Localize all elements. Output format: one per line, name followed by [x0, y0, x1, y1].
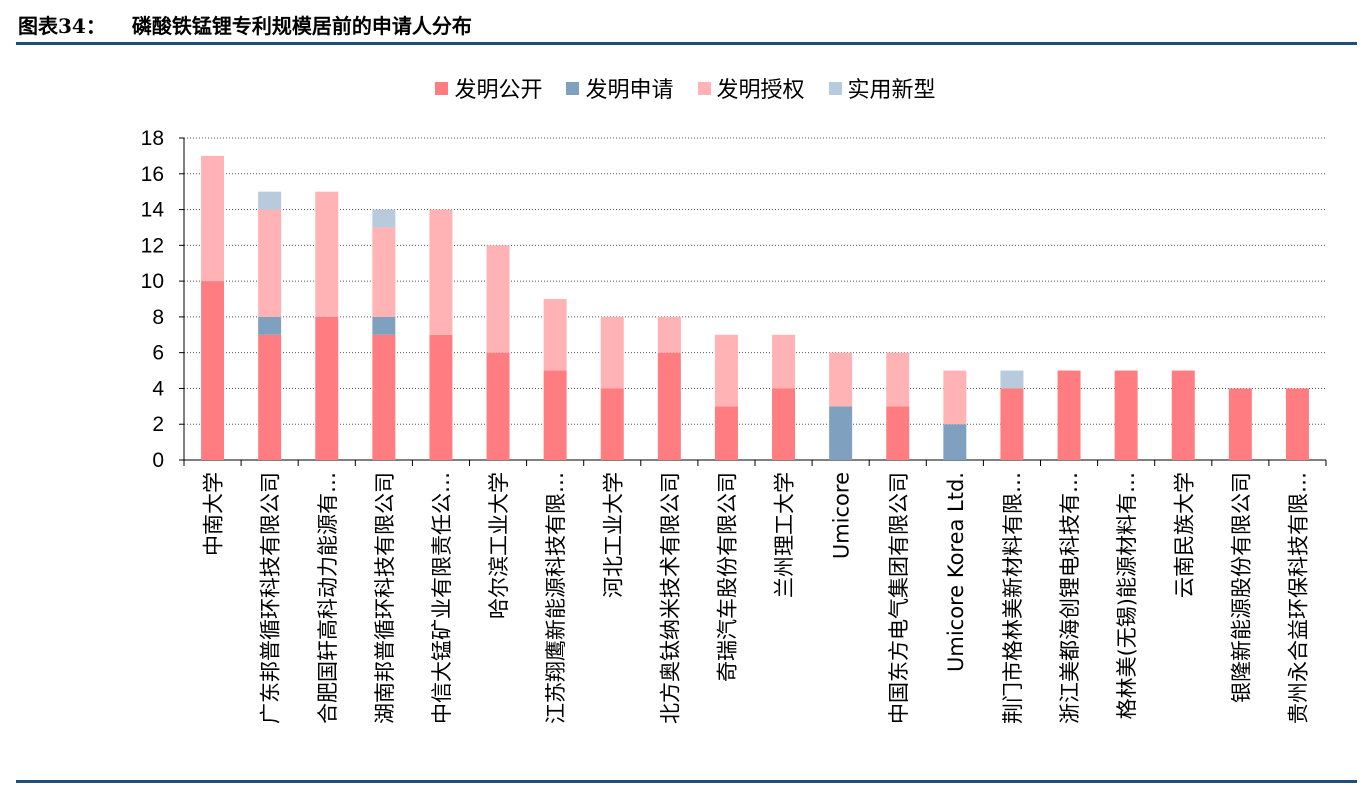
bar-segment [1000, 388, 1024, 460]
legend-swatch [566, 81, 580, 95]
legend-item: 发明申请 [566, 72, 674, 104]
y-tick-label: 12 [141, 234, 164, 257]
bar-segment [772, 334, 796, 389]
bar-segment [1285, 388, 1309, 460]
bar-segment [772, 388, 796, 460]
bar-segment [1057, 370, 1081, 460]
legend-swatch [697, 81, 711, 95]
x-tick-label: 江苏翔鹰新能源科技有限… [544, 472, 568, 724]
bar-segment [886, 352, 910, 407]
y-tick-label: 6 [152, 342, 164, 365]
x-tick-label: 荆门市格林美新材料有限… [1001, 472, 1025, 724]
x-tick-label: 奇瑞汽车股份有限公司 [715, 472, 739, 682]
legend-item: 发明授权 [697, 72, 805, 104]
bar-segment [315, 191, 339, 317]
x-tick-label: 广东邦普循环科技有限公司 [259, 472, 283, 724]
legend-item: 发明公开 [435, 72, 542, 104]
bar-segment [258, 191, 282, 210]
legend-label: 发明公开 [454, 78, 543, 103]
figure-label: 图表34： [18, 13, 106, 38]
bar-segment [1171, 370, 1195, 460]
x-tick-label: 哈尔滨工业大学 [487, 472, 511, 619]
legend-swatch [435, 81, 449, 95]
y-tick-label: 14 [141, 199, 165, 222]
x-tick-label: Umicore Korea Ltd. [944, 472, 968, 672]
x-tick-label: 浙江美都海创锂电科技有… [1058, 472, 1082, 724]
bar-segment [201, 155, 225, 282]
x-tick-label: 云南民族大学 [1172, 472, 1196, 598]
bar-segment [258, 209, 282, 317]
top-rule [16, 42, 1357, 45]
bar-segment [657, 352, 681, 460]
figure-header: 图表34： 磷酸铁锰锂专利规模居前的申请人分布 [18, 8, 472, 40]
legend-item: 实用新型 [828, 72, 936, 104]
chart-legend: 发明公开 发明申请 发明授权 实用新型 [0, 72, 1371, 104]
bar-segment [372, 209, 396, 228]
bar-segment [429, 209, 453, 335]
bar-segment [1228, 388, 1252, 460]
y-tick-label: 16 [141, 163, 164, 186]
x-tick-label: 银隆新能源股份有限公司 [1229, 472, 1253, 703]
bar-segment [657, 316, 681, 353]
bar-segment [372, 334, 396, 460]
bottom-rule [16, 780, 1357, 783]
x-tick-label: 中信大锰矿业有限责任公… [430, 472, 454, 724]
bar-segment [943, 370, 967, 425]
x-tick-label: 北方奥钛纳米技术有限公司 [658, 472, 682, 724]
x-tick-label: 湖南邦普循环科技有限公司 [373, 472, 397, 724]
x-tick-label: 兰州理工大学 [773, 472, 797, 598]
bar-segment [486, 245, 510, 353]
x-tick-label: 中南大学 [202, 472, 226, 556]
legend-label: 发明授权 [716, 78, 805, 103]
bar-segment [258, 334, 282, 460]
y-tick-label: 8 [152, 306, 164, 329]
x-tick-label: 格林美(无锡)能源材料有… [1115, 472, 1139, 719]
bar-segment [886, 406, 910, 460]
legend-swatch [828, 81, 842, 95]
legend-label: 发明申请 [585, 78, 674, 103]
x-tick-label: 合肥国轩高科动力能源有… [316, 472, 340, 724]
bar-segment [315, 316, 339, 460]
figure-title: 磷酸铁锰锂专利规模居前的申请人分布 [131, 13, 472, 38]
bar-segment [201, 281, 225, 460]
x-tick-label: 中国东方电气集团有限公司 [887, 472, 911, 724]
y-tick-label: 2 [152, 413, 164, 436]
bar-segment [372, 227, 396, 317]
y-tick-label: 4 [152, 377, 164, 400]
x-tick-label: 河北工业大学 [601, 472, 625, 598]
bar-segment [943, 424, 967, 460]
bar-segment [543, 370, 567, 460]
bar-segment [600, 388, 624, 460]
bar-segment [600, 316, 624, 389]
bar-segment [714, 406, 738, 460]
x-tick-label: Umicore [830, 472, 854, 559]
x-tick-label: 贵州永合益环保科技有限… [1286, 472, 1310, 724]
bar-segment [543, 299, 567, 371]
y-tick-label: 10 [141, 270, 164, 293]
bar-segment [486, 352, 510, 460]
bar-segment [429, 334, 453, 460]
bar-segment [1000, 370, 1024, 389]
bar-segment [372, 316, 396, 335]
bar-segment [829, 352, 853, 407]
y-tick-label: 0 [152, 449, 164, 472]
bar-segment [829, 406, 853, 460]
bar-segment [1114, 370, 1138, 460]
bar-segment [714, 334, 738, 407]
y-tick-label: 18 [141, 127, 164, 150]
bar-segment [258, 316, 282, 335]
legend-label: 实用新型 [847, 78, 936, 103]
